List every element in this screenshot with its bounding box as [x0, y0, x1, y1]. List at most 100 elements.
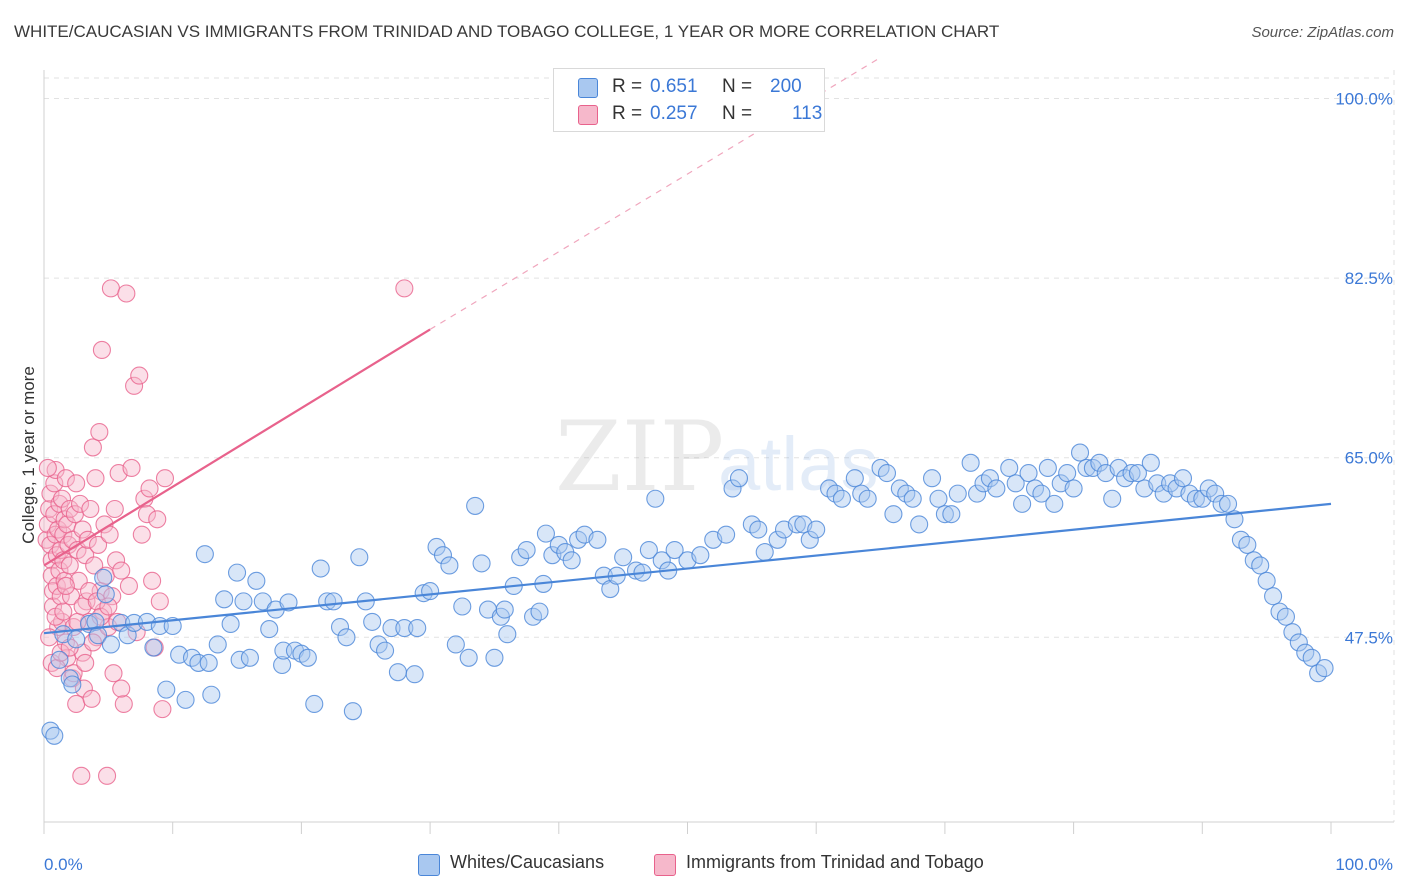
- data-point-immigrants: [112, 561, 131, 580]
- data-point-whites: [247, 571, 266, 590]
- data-point-whites: [298, 648, 317, 667]
- data-point-immigrants: [41, 484, 60, 503]
- data-point-immigrants: [89, 535, 108, 554]
- legend-n-value: 113: [792, 103, 823, 124]
- data-point-immigrants: [38, 515, 57, 534]
- data-point-whites: [787, 515, 806, 534]
- data-point-immigrants: [54, 602, 73, 621]
- data-point-immigrants: [148, 510, 167, 529]
- data-point-whites: [691, 546, 710, 565]
- data-point-immigrants: [70, 494, 90, 513]
- data-point-whites: [405, 665, 424, 684]
- data-point-whites: [646, 489, 665, 508]
- data-point-immigrants: [143, 571, 162, 590]
- y-tick-label: 82.5%: [1345, 269, 1393, 288]
- data-point-whites: [157, 680, 176, 699]
- data-point-immigrants: [155, 469, 175, 488]
- data-point-whites: [922, 469, 942, 488]
- bottom-legend-label: Whites/Caucasians: [450, 852, 605, 872]
- data-point-whites: [562, 551, 581, 570]
- data-point-whites: [980, 469, 999, 488]
- data-point-whites: [1141, 453, 1160, 472]
- data-point-whites: [408, 618, 427, 638]
- data-point-whites: [1013, 494, 1032, 513]
- watermark-atlas: atlas: [718, 422, 879, 507]
- data-point-whites: [1032, 484, 1051, 503]
- data-point-whites: [1148, 474, 1167, 493]
- legend-r-label: R =: [612, 103, 643, 124]
- data-point-whites: [273, 655, 292, 675]
- chart-title: WHITE/CAUCASIAN VS IMMIGRANTS FROM TRINI…: [14, 22, 1000, 41]
- legend-swatch-pink: [578, 105, 598, 125]
- data-point-immigrants: [50, 561, 69, 580]
- data-point-whites: [382, 618, 401, 638]
- data-point-whites: [614, 548, 633, 567]
- data-point-whites: [195, 545, 214, 564]
- data-point-whites: [884, 505, 903, 524]
- data-point-whites: [101, 635, 120, 654]
- data-point-whites: [63, 675, 82, 694]
- bottom-legend-swatch-blue: [418, 854, 440, 876]
- data-point-whites: [1000, 458, 1019, 478]
- data-point-whites: [253, 592, 272, 611]
- data-point-whites: [330, 617, 350, 637]
- data-point-whites: [305, 694, 324, 714]
- data-point-whites: [858, 489, 877, 508]
- data-point-whites: [50, 650, 69, 669]
- data-point-whites: [343, 702, 362, 721]
- trend-lines: [43, 56, 1332, 635]
- data-point-immigrants: [72, 766, 91, 785]
- data-point-immigrants: [45, 474, 64, 493]
- data-point-whites: [652, 551, 671, 570]
- trend-line-immigrants: [43, 328, 431, 567]
- data-point-immigrants: [114, 694, 133, 714]
- y-tick-label: 47.5%: [1345, 628, 1393, 647]
- data-point-whites: [1038, 458, 1057, 478]
- blue-series: [41, 443, 1334, 745]
- data-point-whites: [279, 593, 298, 612]
- data-point-immigrants: [38, 458, 57, 478]
- data-point-whites: [749, 520, 768, 539]
- data-point-immigrants: [104, 664, 123, 683]
- legend-r-value: 0.257: [650, 103, 698, 124]
- data-point-whites: [845, 469, 864, 488]
- watermark-zip: ZIP: [555, 401, 724, 513]
- axes: [43, 70, 1394, 834]
- data-point-immigrants: [76, 546, 95, 565]
- data-point-immigrants: [51, 643, 70, 662]
- data-point-whites: [910, 515, 929, 534]
- data-point-whites: [144, 638, 163, 657]
- data-point-immigrants: [49, 520, 68, 539]
- data-point-whites: [1006, 474, 1025, 493]
- data-point-immigrants: [56, 576, 75, 596]
- data-point-whites: [221, 614, 240, 633]
- data-point-whites: [1218, 494, 1238, 513]
- data-point-whites: [729, 469, 749, 488]
- data-point-whites: [517, 541, 536, 560]
- data-point-whites: [800, 530, 819, 549]
- data-point-whites: [1019, 464, 1038, 483]
- data-point-whites: [1206, 484, 1225, 503]
- data-point-immigrants: [52, 489, 72, 508]
- data-point-whites: [968, 484, 987, 503]
- data-point-whites: [935, 505, 954, 524]
- data-point-whites: [665, 541, 684, 560]
- data-point-immigrants: [150, 592, 169, 611]
- data-point-whites: [1045, 494, 1064, 513]
- legend-r-value: 0.651: [650, 76, 698, 97]
- data-point-whites: [511, 548, 530, 567]
- data-point-immigrants: [60, 499, 79, 519]
- data-point-whites: [1070, 443, 1090, 462]
- data-point-whites: [260, 620, 279, 639]
- data-point-whites: [440, 556, 459, 575]
- legend-n-value: 200: [770, 76, 802, 97]
- data-point-whites: [363, 612, 382, 631]
- data-point-whites: [446, 635, 465, 654]
- data-point-immigrants: [140, 479, 159, 498]
- data-point-immigrants: [117, 284, 136, 303]
- x-tick-label: 0.0%: [44, 855, 83, 874]
- data-point-whites: [240, 648, 259, 667]
- data-point-whites: [466, 496, 485, 515]
- data-point-whites: [208, 635, 227, 654]
- data-point-immigrants: [67, 694, 86, 714]
